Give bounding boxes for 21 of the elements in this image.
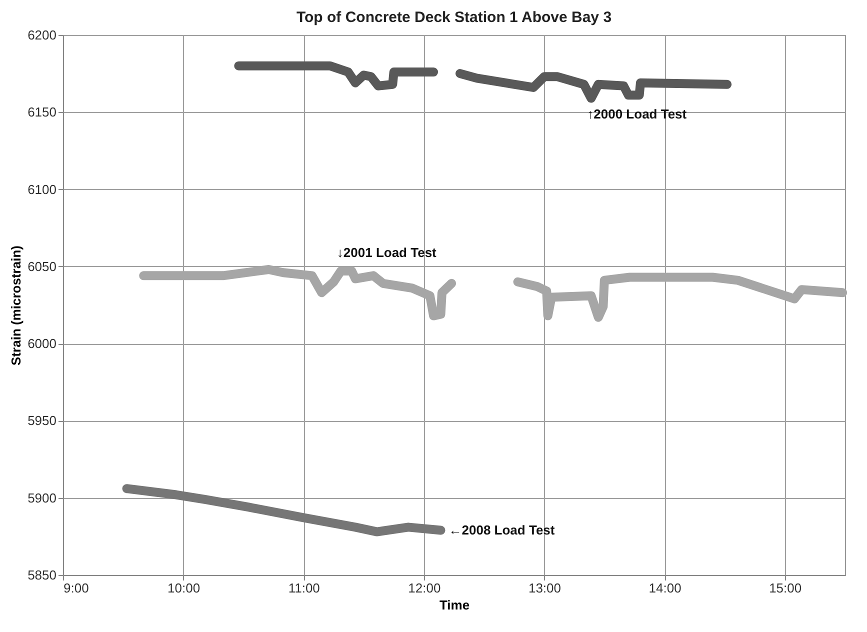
y-tick-label: 6100 xyxy=(28,182,56,197)
x-tick-label: 15:00 xyxy=(769,580,802,596)
x-tick-label: 11:00 xyxy=(288,580,320,596)
y-tick-label: 6050 xyxy=(28,258,56,274)
x-tick-label: 12:00 xyxy=(408,580,441,596)
x-tick-label: 14:00 xyxy=(648,580,682,596)
annotation: ↓2001 Load Test xyxy=(336,245,438,260)
y-tick-label: 5950 xyxy=(28,413,56,428)
x-tick-label: 9:00 xyxy=(64,580,89,596)
x-tick-label: 10:00 xyxy=(168,580,200,596)
y-axis-title: Strain (microstrain) xyxy=(8,246,24,366)
y-tick-label: 6200 xyxy=(28,28,56,42)
chart-title: Top of Concrete Deck Station 1 Above Bay 3 xyxy=(296,9,612,26)
y-tick-label: 6150 xyxy=(28,104,56,120)
y-tick-label: 6000 xyxy=(28,336,56,352)
x-axis-title: Time xyxy=(439,598,470,612)
y-tick-label: 5900 xyxy=(28,490,56,506)
x-tick-label: 13:00 xyxy=(528,580,562,596)
annotation: ↑2000 Load Test xyxy=(587,106,688,122)
annotation: ←2008 Load Test xyxy=(448,522,556,538)
y-tick-label: 5850 xyxy=(28,568,56,582)
